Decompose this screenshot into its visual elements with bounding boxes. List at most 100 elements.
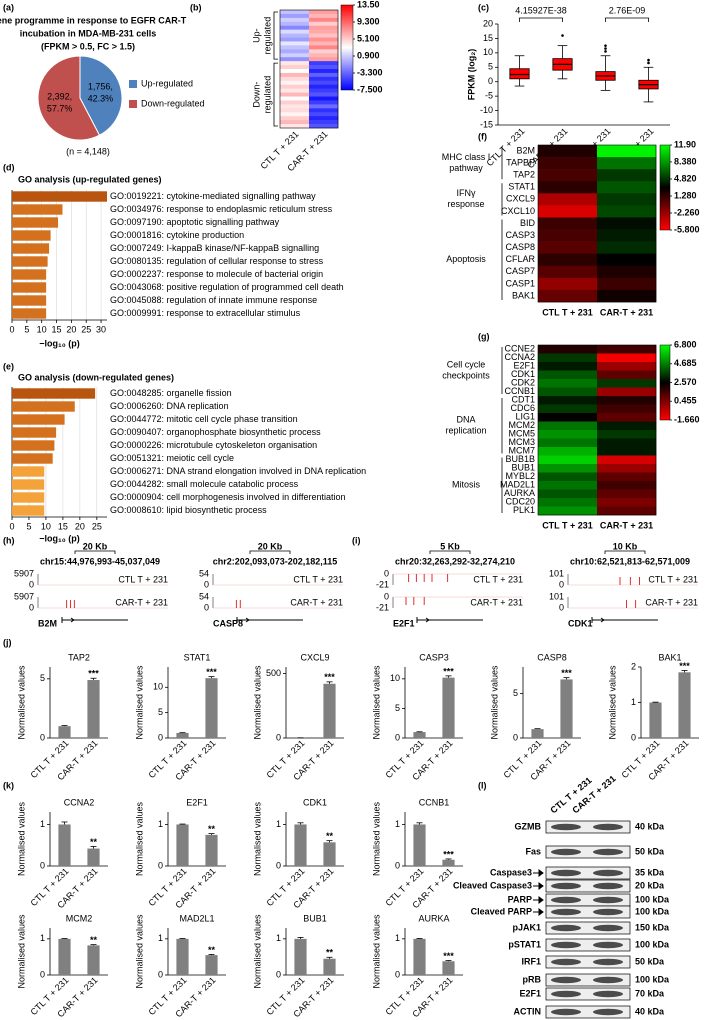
bar [649,702,662,738]
category-label: GO:0044282: small molecule catabolic pro… [110,479,299,489]
heatmap-cell [597,421,657,431]
category-label: GO:0045088: regulation of innate immune … [110,295,317,305]
heatmap-cell [280,92,310,97]
category-label: GO:0080135: regulation of cellular respo… [110,256,324,266]
gene-label: CASP8 [213,618,243,628]
gene-model [416,617,483,623]
chart-title: CXCL9 [300,652,329,662]
sample-label: CTL T + 231 [473,574,523,584]
scale-bar [74,550,116,554]
heatmap-cell [597,447,657,456]
bar [294,938,307,975]
y-axis-label: Normalised values [252,914,262,989]
category-label: GO:0044772: mitotic cell cycle phase tra… [110,414,298,424]
row-label: CDT1 [511,395,535,405]
y-tick-label: 500 [266,668,281,678]
p-value: 2.76E-09 [609,5,646,15]
heatmap-cell [538,464,598,473]
scale-label: 20 Kb [83,541,108,551]
gene-label: CDK1 [568,618,593,628]
heatmap-cell [538,455,598,465]
x-tick-label: 20 [66,324,76,334]
category-label: GO:0019221: cytokine-mediated signalling… [110,191,316,201]
colorbar-label: 4.820 [674,173,697,183]
heatmap-cell [538,413,598,422]
y-tick-label: 10 [390,673,400,683]
chart-title: CDK1 [303,797,327,807]
x-tick-label: 10 [41,521,51,531]
arrow [533,908,544,916]
group-label: Cell cycle [447,359,486,369]
heatmap-cell [280,76,310,82]
heatmap-cell [538,193,598,206]
heatmap-cell [309,120,339,125]
sample-label: CAR-T + 231 [645,597,698,607]
bar [531,729,544,738]
panel-label: (h) [3,535,15,545]
heatmap-cell [597,345,657,354]
bar [12,256,48,267]
track-tick-label: -21 [376,579,389,589]
chart-title: incubation in MDA-MB-231 cells [20,28,157,38]
heatmap-cell [597,489,657,499]
heatmap-cell [309,13,339,19]
heatmap-cell [538,181,598,194]
significance: ** [208,945,216,955]
y-axis-label: Normalised values [134,914,144,989]
row-label: LIG1 [515,412,535,422]
track-tick-label: 0 [384,591,389,601]
row-label: TAPBP [506,157,535,167]
size-label: 100 kDa [635,939,670,949]
heatmap-cell [538,253,598,267]
heatmap-cell [280,10,310,15]
heatmap-cell [597,362,657,371]
y-tick-label: 2 [631,661,636,671]
heatmap-cell [597,472,657,482]
bar [205,955,218,975]
y-tick-label: 1 [276,933,281,943]
heatmap-cell [309,10,339,15]
heatmap-cell [538,265,598,279]
panel-label: (c) [478,2,489,12]
heatmap-cell [280,84,310,89]
heatmap-cell [309,80,339,86]
x-axis-label: −log₁₀ (p) [39,338,80,348]
heatmap-cell [597,353,657,363]
heatmap-cell [538,362,598,371]
protein-label: pRB [523,974,542,984]
heatmap-cell [280,57,310,62]
significance: *** [324,672,335,682]
panel-label: (k) [3,780,14,790]
y-tick-label: 0 [395,860,400,870]
sample-label: CTL T + 231 [118,574,168,584]
heatmap-cell [538,387,598,397]
row-label: MCM5 [509,429,536,439]
arrow [533,882,544,890]
row-label: CASP8 [505,242,535,252]
bar [12,453,53,464]
heatmap-cell [597,205,657,218]
heatmap-cell [280,108,310,113]
outlier [604,47,607,50]
outlier [604,50,607,53]
category-label: GO:0007249: I-kappaB kinase/NF-kappaB si… [110,243,319,253]
size-label: 40 kDa [635,1006,665,1016]
heatmap-cell [597,193,657,206]
x-tick-label: 5 [24,324,29,334]
significance: ** [326,948,334,958]
y-tick-label: 0 [276,969,281,979]
bar [323,683,336,738]
colorbar-label: -1.660 [674,414,700,424]
arrow [533,869,544,877]
y-axis-label: Normalised values [134,801,144,876]
heatmap-cell [597,396,657,405]
heatmap-cell [309,33,339,38]
heatmap-cell [309,53,339,58]
track-tick-label: 54 [199,568,209,578]
bar [442,859,455,866]
protein-label: GZMB [515,821,542,831]
heatmap-cell [597,370,657,380]
legend-label: Down-regulated [141,98,205,108]
y-tick-label: 0 [513,732,518,742]
bar [442,961,455,975]
